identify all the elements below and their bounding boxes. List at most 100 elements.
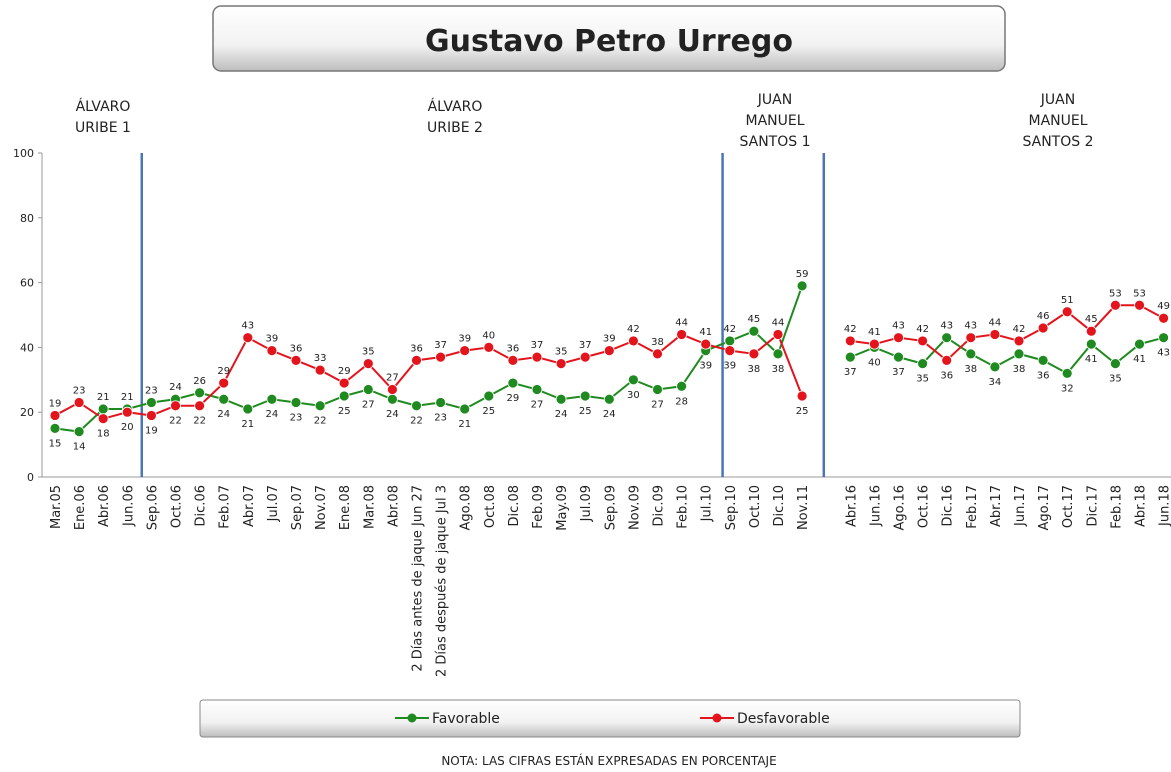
x-tick-label: Sep.07 (290, 485, 305, 530)
x-tick-label: Feb.17 (965, 485, 980, 529)
data-point (435, 397, 447, 408)
data-label: 27 (651, 400, 664, 411)
data-point (628, 374, 639, 386)
data-label: 37 (531, 340, 544, 351)
data-point (194, 400, 206, 412)
data-point (724, 345, 736, 357)
data-point (603, 393, 615, 405)
data-label: 22 (410, 416, 423, 427)
data-label: 27 (362, 400, 375, 411)
data-label: 39 (266, 334, 279, 345)
data-point (362, 358, 374, 370)
y-tick-label: 80 (20, 212, 34, 225)
data-label: 21 (458, 419, 471, 430)
data-label: 44 (989, 317, 1002, 328)
data-point (459, 403, 471, 415)
data-point (579, 351, 591, 363)
data-label: 36 (940, 370, 953, 381)
data-point (145, 397, 157, 408)
data-label: 18 (97, 429, 110, 440)
data-point (1158, 312, 1169, 324)
x-tick-label: Sep.06 (145, 485, 160, 530)
data-point (1037, 354, 1049, 366)
data-label: 46 (1037, 311, 1050, 322)
data-label: 24 (169, 382, 182, 393)
x-tick-label: Jul.09 (579, 485, 594, 522)
legend-marker (407, 713, 417, 723)
data-label: 37 (434, 340, 447, 351)
chart-title: Gustavo Petro Urrego (425, 24, 793, 59)
x-tick-label: Oct.16 (917, 485, 932, 528)
data-label: 19 (49, 398, 62, 409)
data-label: 38 (772, 364, 785, 375)
data-point (507, 354, 519, 366)
data-point (266, 393, 278, 405)
data-point (411, 400, 422, 412)
data-point (555, 393, 567, 405)
x-tick-label: 2 Días antes de jaque Jun 27 (411, 485, 426, 672)
data-label: 42 (844, 324, 857, 335)
data-point (97, 403, 109, 415)
x-tick-label: Ago.17 (1037, 485, 1052, 531)
period-label: ÁLVARO (76, 98, 131, 115)
x-tick-label: 2 Días después de jaque Jul 3 (435, 485, 450, 677)
period-label: JUAN (1040, 92, 1075, 108)
legend-label: Favorable (432, 711, 500, 727)
data-point (314, 364, 326, 376)
data-label: 36 (507, 343, 520, 354)
legend-marker (712, 713, 722, 723)
data-point (290, 397, 302, 408)
data-point (435, 351, 447, 363)
data-point (796, 390, 808, 402)
data-point (49, 410, 61, 421)
data-point (965, 348, 977, 360)
x-tick-label: Jun.17 (1013, 485, 1028, 527)
x-tick-label: Dic.09 (652, 485, 667, 526)
data-label: 37 (892, 367, 905, 378)
data-label: 43 (1157, 348, 1170, 359)
data-label: 44 (675, 317, 688, 328)
data-label: 24 (266, 409, 279, 420)
data-point (700, 338, 712, 350)
data-point (483, 390, 495, 402)
data-point (1061, 306, 1073, 318)
series-line (54, 332, 804, 420)
data-label: 36 (410, 343, 423, 354)
data-point (579, 390, 591, 402)
data-point (242, 332, 254, 344)
legend-label: Desfavorable (737, 711, 830, 727)
x-tick-label: Abr.07 (242, 485, 257, 527)
data-label: 38 (748, 364, 761, 375)
data-label: 53 (1133, 288, 1146, 299)
x-tick-label: Feb.09 (531, 485, 546, 529)
x-tick-label: Nov.11 (796, 485, 811, 530)
data-point (218, 377, 230, 389)
x-tick-label: May.09 (555, 485, 570, 531)
data-point (170, 400, 181, 412)
x-tick-label: Abr.16 (844, 485, 859, 527)
x-tick-label: Ago.08 (459, 485, 474, 531)
data-label: 23 (434, 412, 447, 423)
period-label: MANUEL (745, 113, 804, 129)
data-point (844, 351, 856, 363)
data-label: 25 (338, 406, 351, 417)
x-tick-label: Dic.06 (194, 485, 209, 526)
data-label: 21 (241, 419, 254, 430)
data-label: 41 (699, 327, 712, 338)
x-tick-label: Nov.09 (627, 485, 642, 530)
data-label: 21 (97, 392, 110, 403)
data-label: 29 (507, 393, 520, 404)
data-label: 36 (1037, 370, 1050, 381)
data-point (844, 335, 856, 347)
x-tick-label: Jun.16 (868, 485, 883, 527)
data-point (555, 358, 567, 370)
data-point (989, 361, 1001, 373)
data-label: 45 (748, 314, 761, 325)
data-label: 36 (290, 343, 303, 354)
y-tick-label: 60 (20, 277, 34, 290)
data-point (676, 380, 687, 392)
y-tick-label: 40 (20, 341, 34, 354)
data-label: 23 (290, 412, 303, 423)
legend-box (199, 699, 1021, 738)
